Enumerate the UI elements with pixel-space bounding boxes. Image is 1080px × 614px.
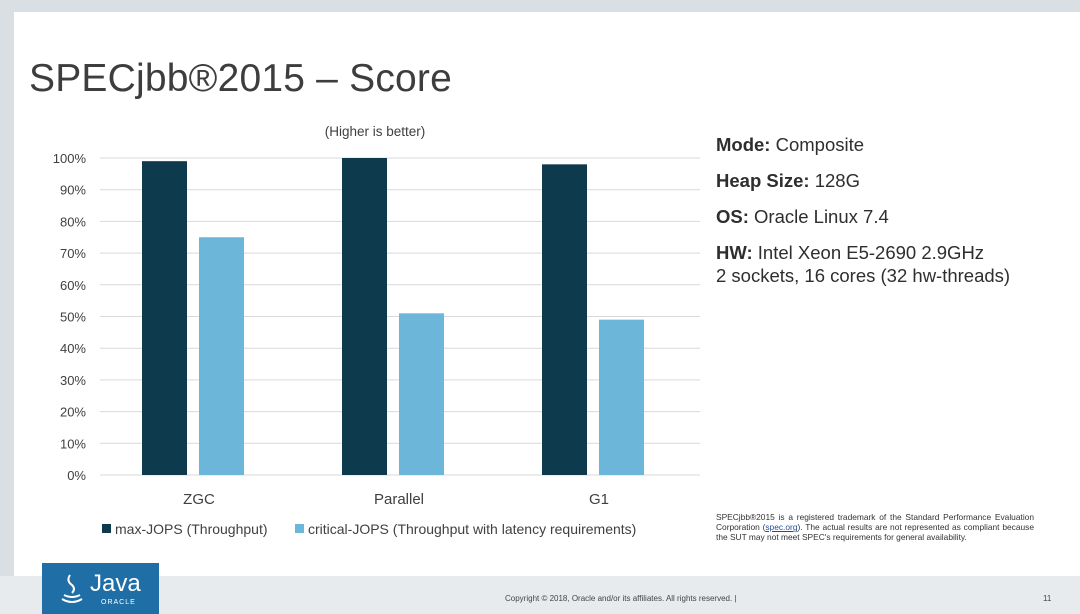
y-tick-label: 60%	[60, 278, 86, 293]
legend-square-icon	[102, 524, 111, 533]
trademark-disclaimer: SPECjbb®2015 is a registered trademark o…	[716, 512, 1034, 543]
category-label: ZGC	[183, 491, 215, 508]
info-mode: Mode: Composite	[716, 133, 1056, 156]
bar-g1-series2	[599, 319, 644, 475]
legend-square-icon	[295, 524, 304, 533]
info-hw-label: HW:	[716, 242, 753, 263]
info-os-label: OS:	[716, 206, 749, 227]
java-logo-icon: Java ORACLE	[42, 563, 159, 614]
y-tick-label: 80%	[60, 214, 86, 229]
spec-org-link[interactable]: spec.org	[765, 522, 798, 533]
footer-bar	[0, 576, 1080, 614]
y-tick-label: 90%	[60, 183, 86, 198]
info-hw: HW: Intel Xeon E5-2690 2.9GHz 2 sockets,…	[716, 241, 1056, 287]
category-label: G1	[589, 491, 609, 508]
bar-g1-series1	[542, 164, 587, 475]
y-tick-label: 40%	[60, 341, 86, 356]
y-axis-ticks: 0% 10% 20% 30% 40% 50% 60% 70% 80% 90% 100%	[53, 151, 87, 483]
category-label: Parallel	[374, 491, 424, 508]
info-mode-value: Composite	[775, 134, 865, 155]
y-tick-label: 70%	[60, 246, 86, 261]
info-heap-size: Heap Size: 128G	[716, 169, 1056, 192]
disclaimer-text-start: SPECjbb®2015 is a registered trademark o…	[716, 512, 1034, 533]
logo-oracle-text: ORACLE	[101, 599, 136, 606]
info-os: OS: Oracle Linux 7.4	[716, 205, 1056, 228]
chart-subtitle: (Higher is better)	[325, 124, 426, 139]
info-heap-value: 128G	[814, 170, 860, 191]
system-info-panel: Mode: Composite Heap Size: 128G OS: Orac…	[716, 133, 1056, 300]
info-mode-label: Mode:	[716, 134, 771, 155]
info-hw-value-line2: 2 sockets, 16 cores (32 hw-threads)	[716, 265, 1011, 286]
y-tick-label: 0%	[67, 468, 86, 483]
copyright-text: Copyright © 2018, Oracle and/or its affi…	[505, 594, 737, 603]
logo-java-text: Java	[90, 570, 141, 597]
y-tick-label: 10%	[60, 436, 86, 451]
y-tick-label: 20%	[60, 405, 86, 420]
y-tick-label: 50%	[60, 310, 86, 325]
page-number: 11	[1043, 594, 1052, 603]
chart-legend: max-JOPS (Throughput) critical-JOPS (Thr…	[102, 521, 636, 537]
bars	[142, 158, 644, 476]
bar-parallel-series1	[342, 158, 387, 475]
legend-label-critical-jops: critical-JOPS (Throughput with latency r…	[308, 521, 636, 537]
bar-zgc-series1	[142, 161, 187, 476]
info-os-value: Oracle Linux 7.4	[754, 206, 889, 227]
info-heap-label: Heap Size:	[716, 170, 810, 191]
category-labels: ZGC Parallel G1	[183, 491, 609, 508]
legend-label-max-jops: max-JOPS (Throughput)	[115, 521, 268, 537]
bar-parallel-series2	[399, 313, 444, 475]
disclaimer-text-end: ). The actual results are not represente…	[716, 522, 1034, 543]
coffee-cup-icon	[61, 574, 83, 603]
bar-zgc-series2	[199, 237, 244, 475]
info-hw-value: Intel Xeon E5-2690 2.9GHz	[757, 242, 985, 263]
y-tick-label: 30%	[60, 373, 86, 388]
slide-title: SPECjbb®2015 – Score	[29, 57, 452, 100]
y-tick-label: 100%	[53, 151, 87, 166]
